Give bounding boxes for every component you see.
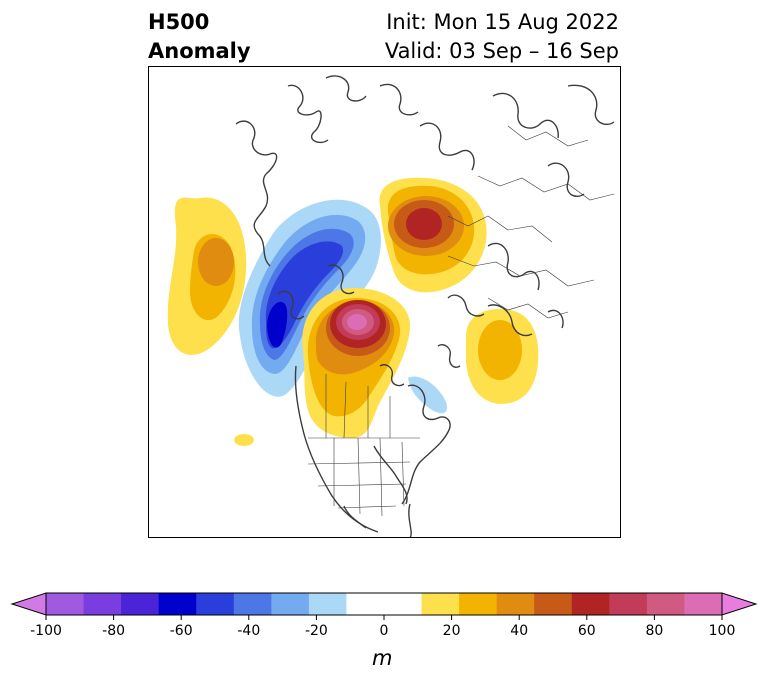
colorbar-unit: m — [372, 646, 393, 670]
colorbar-cell — [496, 593, 535, 615]
colorbar-cell — [83, 593, 122, 615]
init-date: Init: Mon 15 Aug 2022 — [386, 10, 619, 34]
coastlines — [235, 75, 615, 538]
title-anomaly: Anomaly — [148, 39, 251, 63]
colorbar-cell — [646, 593, 685, 615]
colorbar-cell — [158, 593, 197, 615]
ridge-north-pacific — [167, 197, 247, 355]
colorbar-tick-label: -60 — [170, 623, 193, 639]
title-variable: H500 — [148, 10, 210, 34]
trough-labrador — [408, 376, 448, 414]
colorbar-cell — [121, 593, 160, 615]
colorbar-cell — [346, 593, 385, 615]
colorbar-cell — [271, 593, 310, 615]
map-dates: Init: Mon 15 Aug 2022 Valid: 03 Sep – 16… — [385, 8, 619, 66]
map-title: H500 Anomaly — [148, 8, 251, 66]
ridge-eurasia — [379, 177, 487, 293]
colorbar-tick-label: 100 — [709, 623, 736, 639]
colorbar-cell — [308, 593, 347, 615]
colorbar-cell — [384, 593, 422, 615]
colorbar-cell — [534, 593, 573, 615]
colorbar-extend-low — [10, 592, 47, 616]
colorbar-tick-label: -40 — [237, 623, 260, 639]
colorbar-tick-label: -100 — [30, 623, 62, 639]
colorbar-tick-label: 60 — [578, 623, 596, 639]
colorbar-tick-label: -20 — [305, 623, 328, 639]
colorbar-cell — [233, 593, 272, 615]
colorbar-cells — [10, 592, 758, 616]
colorbar-cell — [684, 593, 723, 615]
colorbar-ticks: -100 -80 -60 -40 -20 0 20 40 60 80 100 — [30, 615, 735, 639]
colorbar-extend-high — [721, 592, 758, 616]
colorbar-cell — [609, 593, 648, 615]
valid-range: Valid: 03 Sep – 16 Sep — [384, 39, 619, 63]
colorbar-cell — [459, 593, 498, 615]
anomaly-map — [148, 66, 621, 538]
ridge-north-atlantic — [466, 309, 539, 404]
colorbar-cell — [571, 593, 610, 615]
anomaly-contours — [167, 177, 539, 446]
ridge-subtropical-pacific — [234, 434, 254, 446]
colorbar-tick-label: -80 — [102, 623, 125, 639]
trough-alaska-west-canada — [238, 199, 381, 397]
colorbar-cell — [196, 593, 235, 615]
colorbar: -100 -80 -60 -40 -20 0 20 40 60 80 100 — [10, 592, 758, 639]
ridge-hudson-bay — [302, 288, 411, 438]
colorbar-cell — [46, 593, 84, 615]
colorbar-tick-label: 20 — [443, 623, 461, 639]
colorbar-cell — [421, 593, 460, 615]
map-frame — [148, 66, 621, 538]
colorbar-tick-label: 80 — [645, 623, 663, 639]
political-borders — [307, 125, 615, 517]
colorbar-tick-label: 40 — [510, 623, 528, 639]
colorbar-tick-label: 0 — [380, 623, 389, 639]
